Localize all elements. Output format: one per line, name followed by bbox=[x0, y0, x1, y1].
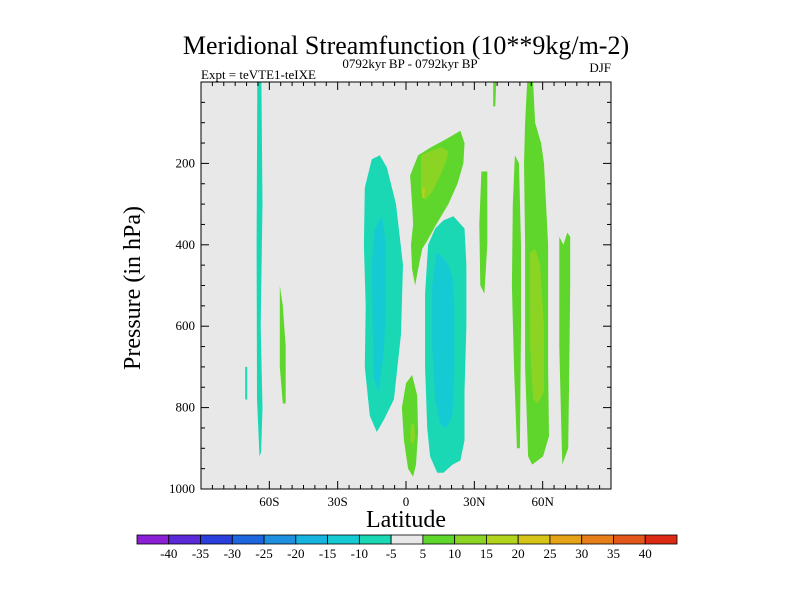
colorbar-label: 5 bbox=[420, 546, 427, 561]
colorbar-swatch bbox=[613, 534, 646, 545]
x-tick-label: 60N bbox=[531, 494, 554, 509]
contour-region-sh-high-lat-sliver bbox=[245, 366, 248, 400]
colorbar-label: -30 bbox=[224, 546, 241, 561]
y-tick-label: 200 bbox=[176, 155, 196, 170]
x-tick-label: 60S bbox=[259, 494, 279, 509]
contour-region-near-equator-lower-green bbox=[401, 375, 419, 477]
contour-region-sh-midlat-patch bbox=[279, 285, 286, 404]
y-axis-label: Pressure (in hPa) bbox=[120, 206, 146, 370]
colorbar-swatch bbox=[295, 534, 328, 545]
colorbar-label: 40 bbox=[639, 546, 652, 561]
y-tick-label: 600 bbox=[176, 318, 196, 333]
colorbar-swatch bbox=[263, 534, 297, 545]
x-tick-label: 30S bbox=[328, 494, 348, 509]
colorbar-swatch bbox=[422, 534, 456, 545]
colorbar-label: 30 bbox=[575, 546, 588, 561]
colorbar-label: -20 bbox=[287, 546, 304, 561]
contour-region-nh-30n-column-b bbox=[493, 82, 497, 107]
colorbar-label: -25 bbox=[255, 546, 272, 561]
contour-regions bbox=[245, 82, 571, 477]
colorbar-label: -10 bbox=[351, 546, 368, 561]
colorbar-swatch bbox=[644, 534, 678, 545]
contour-region-tropical-cell-inner bbox=[432, 252, 455, 428]
colorbar-label: 35 bbox=[607, 546, 620, 561]
chart-title: Meridional Streamfunction (10**9kg/m-2) bbox=[183, 31, 629, 60]
contour-region-sh-subtropical-cell-inner bbox=[371, 216, 386, 392]
colorbar-swatch bbox=[581, 534, 614, 545]
season-label: DJF bbox=[589, 60, 611, 75]
x-tick-label: 0 bbox=[403, 494, 410, 509]
colorbar-swatch bbox=[168, 534, 201, 545]
colorbar-swatch bbox=[517, 534, 551, 545]
contour-region-nh-30n-column-a bbox=[479, 171, 488, 294]
period-label: 0792kyr BP - 0792kyr BP bbox=[342, 56, 477, 71]
y-tick-label: 1000 bbox=[169, 481, 195, 496]
colorbar-label: -15 bbox=[319, 546, 336, 561]
contour-region-nh-60n-column bbox=[559, 232, 571, 465]
colorbar-label: 20 bbox=[512, 546, 525, 561]
experiment-label: Expt = teVTE1-teIXE bbox=[201, 67, 316, 82]
colorbar-label: 25 bbox=[543, 546, 556, 561]
plot-area: 60S 30S 0 30N 60N 200 400 600 800 1000 bbox=[169, 81, 612, 509]
x-axis-label: Latitude bbox=[366, 507, 446, 533]
contour-region-nh-40n-column bbox=[511, 155, 521, 449]
x-tick-label: 30N bbox=[463, 494, 486, 509]
colorbar-swatch bbox=[486, 534, 519, 545]
y-tick-label: 400 bbox=[176, 237, 196, 252]
colorbar-swatch bbox=[358, 534, 392, 545]
contour-region-nh-upper-tropical-yellow bbox=[421, 147, 449, 200]
colorbar-swatch bbox=[454, 534, 487, 545]
y-tick-label: 800 bbox=[176, 400, 196, 415]
axis-ticks: 60S 30S 0 30N 60N 200 400 600 800 1000 bbox=[169, 82, 611, 509]
colorbar-swatch bbox=[231, 534, 265, 545]
colorbar-label: -5 bbox=[386, 546, 397, 561]
colorbar-label: 10 bbox=[448, 546, 461, 561]
contour-region-near-equator-lower-yellow bbox=[410, 423, 416, 445]
colorbar-label: 15 bbox=[480, 546, 493, 561]
colorbar-label: -35 bbox=[192, 546, 209, 561]
colorbar-label: -40 bbox=[160, 546, 177, 561]
colorbar-swatch bbox=[136, 534, 170, 545]
contour-region-sh-polar-thin-band bbox=[256, 82, 263, 457]
colorbar-swatch bbox=[327, 534, 360, 545]
colorbar-swatch bbox=[200, 534, 233, 545]
contour-region-nh-upper-tropical-core bbox=[422, 187, 426, 198]
colorbar: -40 -35 -30 -25 -20 -15 -10 -5 5 10 15 20 25 30 35 40 bbox=[136, 534, 678, 561]
contour-region-nh-50n-column-inner bbox=[530, 248, 544, 404]
colorbar-swatch bbox=[549, 534, 583, 545]
colorbar-swatch bbox=[390, 534, 424, 545]
